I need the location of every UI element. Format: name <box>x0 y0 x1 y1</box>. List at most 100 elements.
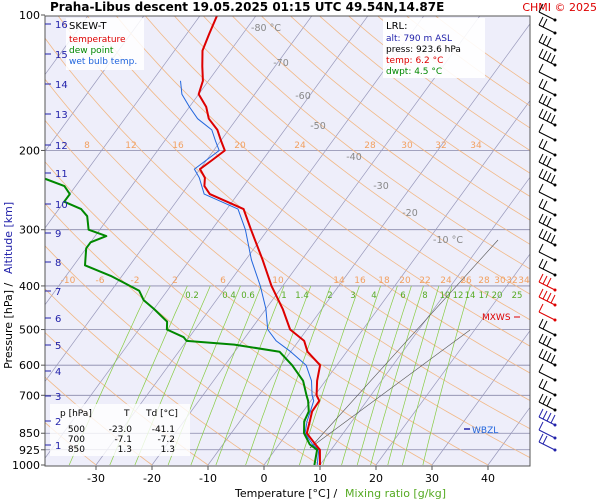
wind-barb-dot <box>554 124 557 127</box>
y-tick-label: 1000 <box>12 459 40 472</box>
wind-barb-dot <box>554 274 557 277</box>
wind-barb-flag <box>543 291 547 299</box>
wind-barb-staff <box>539 72 555 80</box>
x-tick-label: 0 <box>261 472 268 485</box>
theta-label-lower: 10 <box>272 276 284 286</box>
mixing-ratio-label: 0.4 <box>222 291 236 301</box>
altitude-tick-label: 8 <box>55 258 61 269</box>
lrl-pressure: press: 923.6 hPa <box>386 45 461 55</box>
isotherm-label: -20 <box>402 208 418 219</box>
altitude-tick-label: 7 <box>55 287 61 298</box>
table-row-500-td: -41.1 <box>152 425 175 435</box>
isotherm-label: -10 °C <box>433 235 463 246</box>
wind-barb-flag <box>547 53 551 61</box>
wind-barb-dot <box>554 319 557 322</box>
theta-label-lower: -6 <box>96 276 105 286</box>
mixing-ratio-label: 0.6 <box>241 291 255 301</box>
theta-label-lower: 14 <box>333 276 345 286</box>
wind-barb-flag <box>539 199 543 207</box>
wind-barb-dot <box>554 244 557 247</box>
table-row-500-t: -23.0 <box>109 425 133 435</box>
wind-barb-flag <box>539 422 543 430</box>
wind-barb-dot <box>554 214 557 217</box>
theta-label-upper: 20 <box>234 141 246 151</box>
table-row-850-p: 850 <box>68 445 85 455</box>
wind-barb-staff <box>539 387 555 395</box>
wind-barb-dot <box>554 199 557 202</box>
y-tick-label: 100 <box>19 9 40 22</box>
wind-barb-staff <box>539 25 555 33</box>
wind-barb-staff <box>539 312 555 320</box>
wind-barb-dot <box>554 379 557 382</box>
wind-barb-flag <box>539 139 543 147</box>
theta-label-lower: 26 <box>460 276 472 286</box>
wind-barb-flag <box>547 158 551 166</box>
altitude-tick-label: 4 <box>55 367 61 378</box>
legend-wetbulb: wet bulb temp. <box>69 57 137 67</box>
theta-label-lower: -2 <box>131 276 140 286</box>
wind-barb-flag <box>543 81 547 89</box>
wind-barb-staff <box>539 252 555 260</box>
wind-barb-dot <box>554 64 557 67</box>
chart-title: Praha-Libus descent 19.05.2025 01:15 UTC… <box>50 0 444 14</box>
wind-barb-flag <box>547 338 551 346</box>
lrl-dewpoint: dwpt: 4.5 °C <box>386 67 442 77</box>
wind-barb-flag <box>551 175 555 183</box>
credit-text: CHMI © 2025 <box>522 1 597 14</box>
wind-barb-flag <box>543 411 547 419</box>
wind-barb-dot <box>554 289 557 292</box>
wind-barb-dot <box>554 437 557 440</box>
wind-barb-flag <box>539 79 543 87</box>
wind-barb-flag <box>547 398 551 406</box>
mixing-ratio-label: 14 <box>465 291 476 301</box>
wind-barb-staff <box>539 207 555 215</box>
wind-barb-flag <box>543 381 547 389</box>
y-tick-label: 700 <box>19 389 40 402</box>
altitude-tick-label: 9 <box>55 229 61 240</box>
wind-barb-dot <box>554 154 557 157</box>
wind-barb-dot <box>554 259 557 262</box>
wind-barb-flag <box>539 434 543 442</box>
wind-barb-flag <box>539 289 543 297</box>
wind-barb-flag <box>539 349 543 357</box>
wind-barb-flag <box>539 124 543 132</box>
wind-barb-flag <box>543 276 547 284</box>
theta-label-lower: -10 <box>61 276 76 286</box>
wind-barb-dot <box>554 409 557 412</box>
theta-label-lower: 2 <box>172 276 178 286</box>
theta-label-upper: 24 <box>294 141 306 151</box>
wind-barb-flag <box>539 244 543 252</box>
wind-barb-flag <box>551 55 555 63</box>
wind-barb-staff <box>539 147 555 155</box>
x-axis-label-mixing: Mixing ratio [g/kg] <box>345 487 446 500</box>
wind-barb-flag <box>543 201 547 209</box>
altitude-tick-label: 2 <box>55 417 61 428</box>
wind-barb-flag <box>543 231 547 239</box>
wind-barb-flag <box>543 436 547 444</box>
wind-barb-staff <box>539 327 555 335</box>
mixing-ratio-label: 2 <box>327 291 332 301</box>
y-tick-label: 500 <box>19 324 40 337</box>
table-row-700-t: -7.1 <box>114 435 132 445</box>
table-header-p: p [hPa] <box>60 409 92 419</box>
y-tick-label: 300 <box>19 224 40 237</box>
wind-barb-flag <box>539 214 543 222</box>
wbzl-marker: WBZL <box>472 426 498 436</box>
altitude-tick-label: 6 <box>55 314 61 325</box>
theta-label-lower: 28 <box>478 276 490 286</box>
wind-barb-flag <box>543 36 547 44</box>
x-axis-label-sep: / <box>330 487 341 500</box>
x-tick-label: -30 <box>87 472 105 485</box>
wind-barb-flag <box>543 396 547 404</box>
table-row-850-t: 1.3 <box>118 445 132 455</box>
mxws-marker: MXWS <box>482 313 511 323</box>
altitude-tick-label: 14 <box>55 80 68 91</box>
theta-label-lower: 24 <box>440 276 452 286</box>
theta-label-lower: 16 <box>354 276 366 286</box>
mixing-ratio-label: 25 <box>512 291 523 301</box>
theta-label-lower: 20 <box>399 276 411 286</box>
wind-barb-staff <box>539 372 555 380</box>
wind-barb-dot <box>554 349 557 352</box>
wind-barb-flag <box>539 154 543 162</box>
